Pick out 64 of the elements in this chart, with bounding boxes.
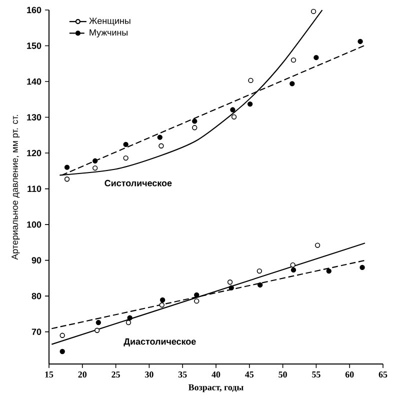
point (64, 164, 70, 170)
y-axis-title: Артериальное давление, мм рт. ст. (12, 115, 20, 260)
y-tick-label: 160 (27, 6, 42, 14)
point (92, 165, 98, 171)
point (92, 158, 98, 164)
point (326, 268, 332, 274)
point (60, 348, 65, 354)
point (231, 114, 237, 120)
point (64, 176, 70, 182)
point (290, 57, 296, 63)
point (127, 315, 132, 320)
x-tick-label: 30 (145, 372, 154, 378)
annotation: Систолическое (104, 180, 172, 186)
point (290, 262, 296, 268)
y-tick-label: 120 (27, 150, 42, 156)
annotation: Диастолическое (124, 338, 196, 346)
point (310, 8, 316, 14)
point (94, 328, 100, 333)
x-tick-label: 55 (312, 372, 320, 378)
y-tick-label: 100 (27, 221, 42, 228)
point (192, 118, 198, 124)
x-tick-label: 15 (45, 372, 54, 378)
x-tick-label: 20 (78, 372, 87, 378)
point (160, 297, 166, 303)
point (314, 54, 319, 60)
point (158, 143, 164, 148)
point (248, 78, 254, 84)
y-tick-label: 130 (27, 114, 42, 120)
legend-label: Женщины (89, 18, 130, 26)
y-tick-label: 90 (32, 257, 42, 264)
point (228, 285, 234, 290)
x-tick-label: 50 (278, 372, 287, 378)
y-tick-label: 150 (27, 42, 42, 49)
legend-label: Мужчины (90, 29, 128, 38)
point (360, 264, 365, 270)
point (194, 298, 200, 304)
point (126, 320, 132, 326)
point (60, 332, 65, 338)
point (123, 155, 128, 161)
point (256, 268, 262, 274)
point (290, 267, 296, 273)
point (230, 107, 236, 112)
point (192, 125, 198, 130)
point (290, 81, 295, 86)
x-tick-label: 40 (212, 372, 220, 378)
point (159, 302, 164, 308)
point (314, 242, 320, 248)
x-tick-label: 45 (245, 372, 254, 378)
y-tick-label: 110 (28, 186, 42, 192)
point (123, 142, 128, 148)
x-tick-label: 60 (345, 372, 354, 378)
point (258, 282, 263, 288)
y-tick-label: 140 (27, 78, 42, 85)
point (157, 134, 162, 140)
x-tick-label: 35 (178, 372, 187, 378)
point (227, 280, 233, 285)
y-tick-label: 70 (32, 328, 42, 335)
point (358, 38, 363, 44)
point (247, 101, 253, 107)
x-tick-label: 65 (378, 372, 388, 378)
point (96, 320, 102, 326)
y-tick-label: 80 (32, 292, 42, 300)
x-tick-label: 25 (112, 372, 120, 378)
x-axis-title: Возраст, годы (188, 384, 244, 392)
